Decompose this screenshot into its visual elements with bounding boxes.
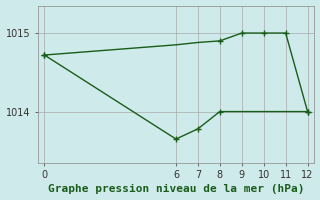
X-axis label: Graphe pression niveau de la mer (hPa): Graphe pression niveau de la mer (hPa) <box>48 184 304 194</box>
